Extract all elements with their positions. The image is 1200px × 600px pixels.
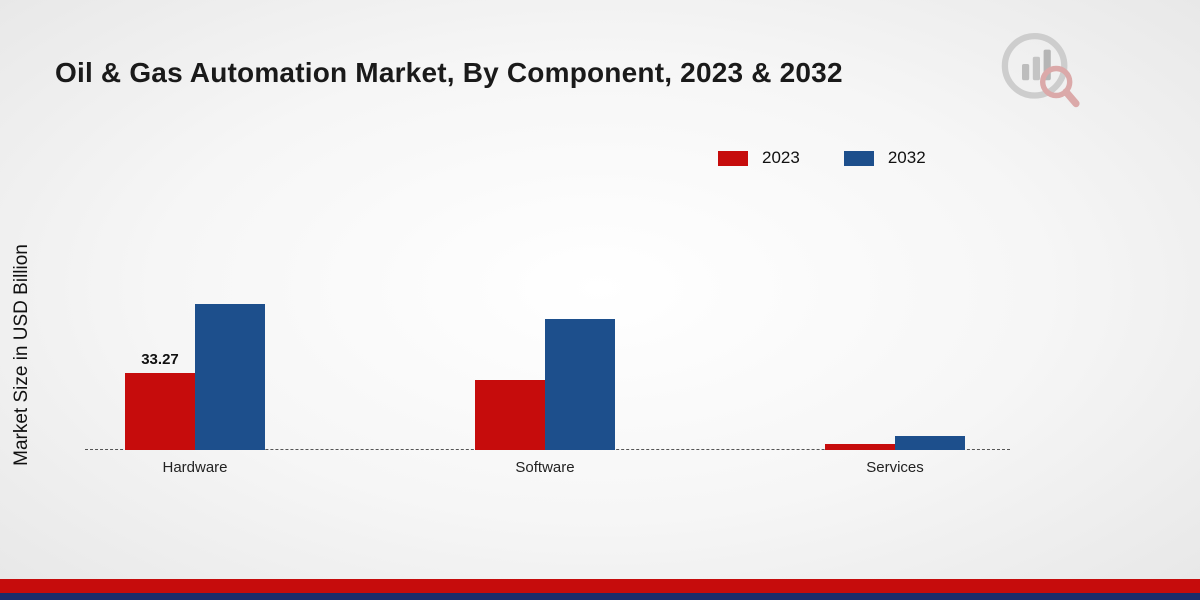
- bar-chart-magnifier-logo: [1001, 32, 1080, 108]
- category-label-hardware: Hardware: [162, 459, 228, 476]
- y-axis-label: Market Size in USD Billion: [11, 244, 32, 466]
- category-label-software: Software: [515, 459, 575, 476]
- bar-software-2032: [545, 319, 615, 450]
- legend: 2023 2032: [718, 148, 926, 168]
- legend-swatch-2023: [718, 150, 748, 166]
- legend-label-2023: 2023: [762, 148, 800, 167]
- footer-navy-band: [0, 593, 1200, 600]
- bar-software-2023: [475, 380, 545, 450]
- legend-label-2032: 2032: [887, 148, 926, 167]
- footer-red-band: [0, 579, 1200, 593]
- legend-item-2032: 2032: [843, 148, 926, 168]
- bar-value-label-hardware-2023: 33.27: [141, 351, 179, 368]
- chart-title: Oil & Gas Automation Market, By Componen…: [55, 56, 843, 88]
- bar-hardware-2032: [195, 304, 265, 450]
- legend-swatch-2032: [843, 150, 874, 166]
- category-label-services: Services: [866, 459, 924, 476]
- legend-item-2023: 2023: [718, 148, 800, 168]
- bar-hardware-2023: [125, 373, 195, 450]
- bar-services-2032: [895, 436, 965, 450]
- bar-services-2023: [825, 444, 895, 450]
